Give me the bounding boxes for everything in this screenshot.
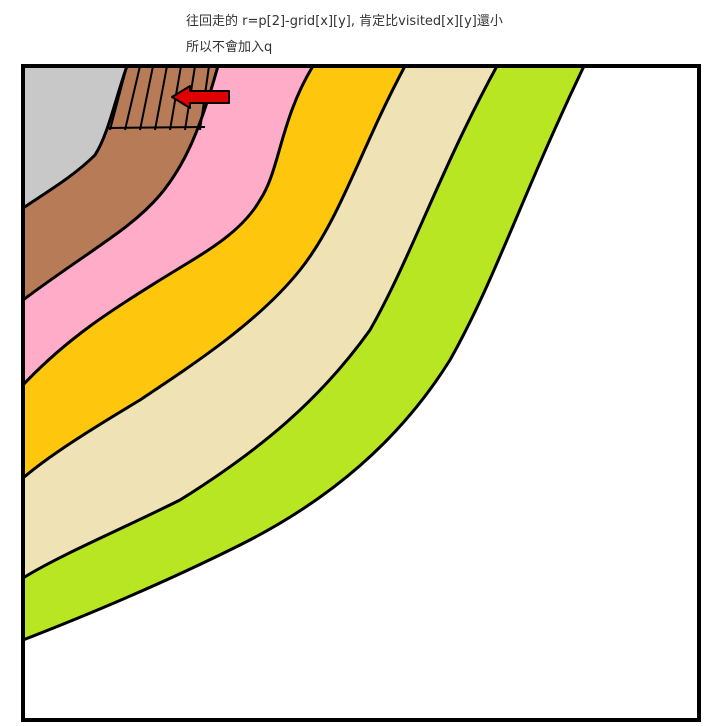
brown-boundary — [23, 66, 220, 302]
gray-region — [23, 66, 127, 208]
green-boundary — [23, 66, 586, 642]
gray-boundary — [23, 66, 129, 210]
caption-line-2: 所以不會加入q — [186, 40, 273, 55]
pink-boundary — [23, 66, 315, 387]
diagram-frame — [21, 64, 701, 722]
band-boundaries — [23, 66, 586, 642]
orange-boundary — [23, 66, 407, 480]
left-arrow-icon — [171, 85, 230, 109]
beige-boundary — [23, 66, 499, 580]
caption-line-1: 往回走的 r=p[2]-grid[x][y], 肯定比visited[x][y]… — [186, 14, 503, 29]
